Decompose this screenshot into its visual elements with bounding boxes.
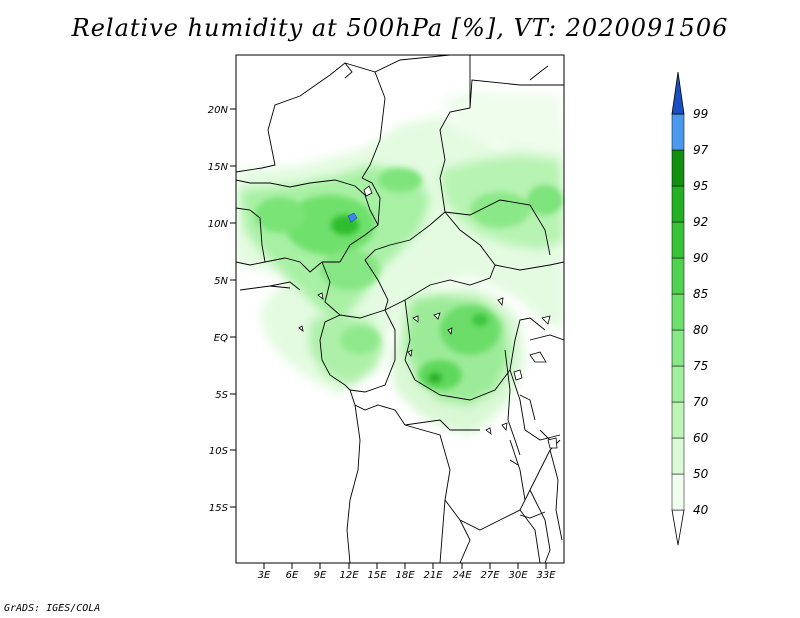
- colorbar-label: 95: [693, 179, 708, 193]
- colorbar-segment: [671, 401, 685, 439]
- colorbar-segment: [671, 113, 685, 151]
- lon-tick-label: 6E: [286, 570, 299, 581]
- lon-tick-label: 3E: [258, 570, 271, 581]
- colorbar-segment: [671, 437, 685, 475]
- lat-tick-label: 5N: [214, 276, 228, 287]
- humidity-shading-layer-high: [255, 168, 563, 390]
- lon-tick-label: 12E: [339, 570, 359, 581]
- colorbar-label: 97: [693, 143, 709, 157]
- colorbar-segment: [671, 473, 685, 511]
- lon-tick-label: 18E: [395, 570, 415, 581]
- colorbar-segment: [671, 365, 685, 403]
- lat-tick-label: 10N: [208, 219, 229, 230]
- colorbar-label: 50: [693, 467, 709, 481]
- map-title: Relative humidity at 500hPa [%], VT: 202…: [71, 14, 729, 42]
- colorbar-segment: [671, 329, 685, 367]
- colorbar-upper-arrow: [671, 71, 685, 115]
- colorbar-label: 90: [693, 251, 709, 265]
- lat-tick-label: 20N: [208, 105, 229, 116]
- colorbar: 40 50 60 70 75 80 85 90 92 95 97 99: [671, 71, 709, 546]
- lat-tick-label: 15S: [209, 503, 229, 514]
- colorbar-label: 80: [693, 323, 709, 337]
- lon-tick-label: 15E: [367, 570, 387, 581]
- lat-tick-label: EQ: [214, 333, 228, 344]
- lon-tick-label: 9E: [314, 570, 327, 581]
- latitude-axis: 20N 15N 10N 5N EQ 5S 10S 15S: [208, 105, 236, 514]
- country-borders: [236, 55, 564, 563]
- colorbar-label: 92: [693, 215, 708, 229]
- credit-text: GrADS: IGES/COLA: [4, 603, 101, 614]
- longitude-axis: 3E 6E 9E 12E 15E 18E 21E 24E 27E 30E 33E: [258, 563, 556, 581]
- lat-tick-label: 5S: [215, 390, 228, 401]
- humidity-shading: [236, 90, 564, 435]
- colorbar-segment: [671, 257, 685, 295]
- colorbar-label: 70: [693, 395, 709, 409]
- humidity-max-spot: [347, 212, 358, 223]
- lon-tick-label: 24E: [452, 570, 472, 581]
- lon-tick-label: 21E: [423, 570, 443, 581]
- map-frame: [235, 54, 565, 564]
- lon-tick-label: 33E: [536, 570, 556, 581]
- colorbar-label: 85: [693, 287, 708, 301]
- colorbar-segment: [671, 149, 685, 187]
- colorbar-label: 75: [693, 359, 708, 373]
- lon-tick-label: 27E: [480, 570, 500, 581]
- lon-tick-label: 30E: [508, 570, 528, 581]
- lat-tick-label: 15N: [208, 162, 229, 173]
- colorbar-label: 40: [693, 503, 709, 517]
- lat-tick-label: 10S: [209, 446, 229, 457]
- colorbar-segment: [671, 293, 685, 331]
- colorbar-label: 60: [693, 431, 709, 445]
- colorbar-segment: [671, 221, 685, 259]
- colorbar-lower-arrow: [671, 509, 685, 546]
- colorbar-label: 99: [693, 107, 708, 121]
- lakes: [298, 185, 558, 449]
- colorbar-segment: [671, 185, 685, 223]
